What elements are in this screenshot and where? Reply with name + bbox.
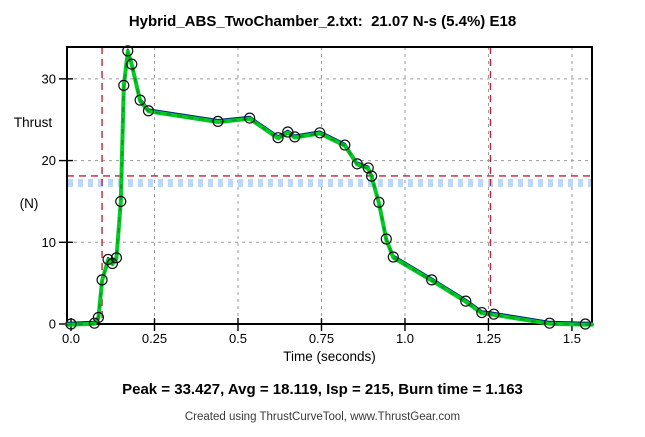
x-tick-label: 1.0	[396, 331, 414, 346]
data-point-marker	[142, 105, 155, 117]
y-tick-label: 10	[42, 235, 56, 250]
chart-title: Hybrid_ABS_TwoChamber_2.txt: 21.07 N-s (…	[128, 13, 517, 30]
stats-summary: Peak = 33.427, Avg = 18.119, Isp = 215, …	[122, 381, 523, 398]
data-point-marker	[106, 257, 119, 270]
data-point-marker	[426, 274, 438, 286]
data-point-marker	[373, 196, 385, 208]
thrust-curve-plot: 0.0 0.25 0.5 0.75 1.0 1.25 1.5 0 10 20 30 Thrust (N)…	[14, 45, 594, 364]
smoothed-thrust-line	[65, 49, 594, 327]
data-point-marker	[380, 233, 392, 245]
data-point-marker	[65, 318, 77, 330]
data-point-marker	[272, 132, 284, 144]
data-point-marker	[289, 131, 301, 143]
data-point-marker	[134, 94, 146, 106]
x-tick-label: 0.5	[229, 331, 247, 346]
data-point-marker	[543, 317, 556, 329]
smoothed-thrust-line-dashes	[67, 50, 592, 326]
data-point-marker	[460, 295, 472, 307]
data-point-marker	[92, 311, 104, 324]
data-point-marker	[488, 308, 500, 320]
data-point-marker	[314, 127, 326, 139]
data-point-marker	[126, 58, 138, 70]
y-tick-label: 0	[49, 317, 56, 332]
data-point-marker	[579, 318, 591, 330]
y-tick-label: 20	[42, 153, 56, 168]
data-point-marker	[351, 158, 363, 170]
data-point-marker	[212, 115, 224, 127]
data-point-marker	[387, 251, 399, 263]
x-tick-label: 0.0	[62, 331, 80, 346]
y-axis-units: (N)	[20, 196, 39, 211]
data-point-marker	[115, 195, 127, 208]
x-tick-label: 1.25	[476, 331, 501, 346]
x-tick-label: 1.5	[563, 331, 581, 346]
data-point-marker	[110, 252, 123, 264]
data-point-marker	[365, 170, 378, 182]
x-tick-label: 0.75	[309, 331, 334, 346]
y-axis-title: Thrust	[14, 115, 53, 130]
x-axis-title: Time (seconds)	[283, 349, 376, 364]
credit-text: Created using ThrustCurveTool, www.Thrus…	[184, 411, 461, 423]
data-point-marker	[339, 139, 351, 151]
y-tick-label: 30	[42, 71, 56, 86]
data-point-marker	[96, 274, 108, 286]
x-tick-label: 0.25	[142, 331, 167, 346]
data-point-marker	[88, 317, 100, 329]
data-point-marker	[244, 112, 256, 124]
data-point-marker	[122, 45, 134, 57]
plot-border	[66, 46, 593, 325]
data-point-marker	[476, 306, 488, 319]
data-point-marker	[118, 79, 130, 92]
